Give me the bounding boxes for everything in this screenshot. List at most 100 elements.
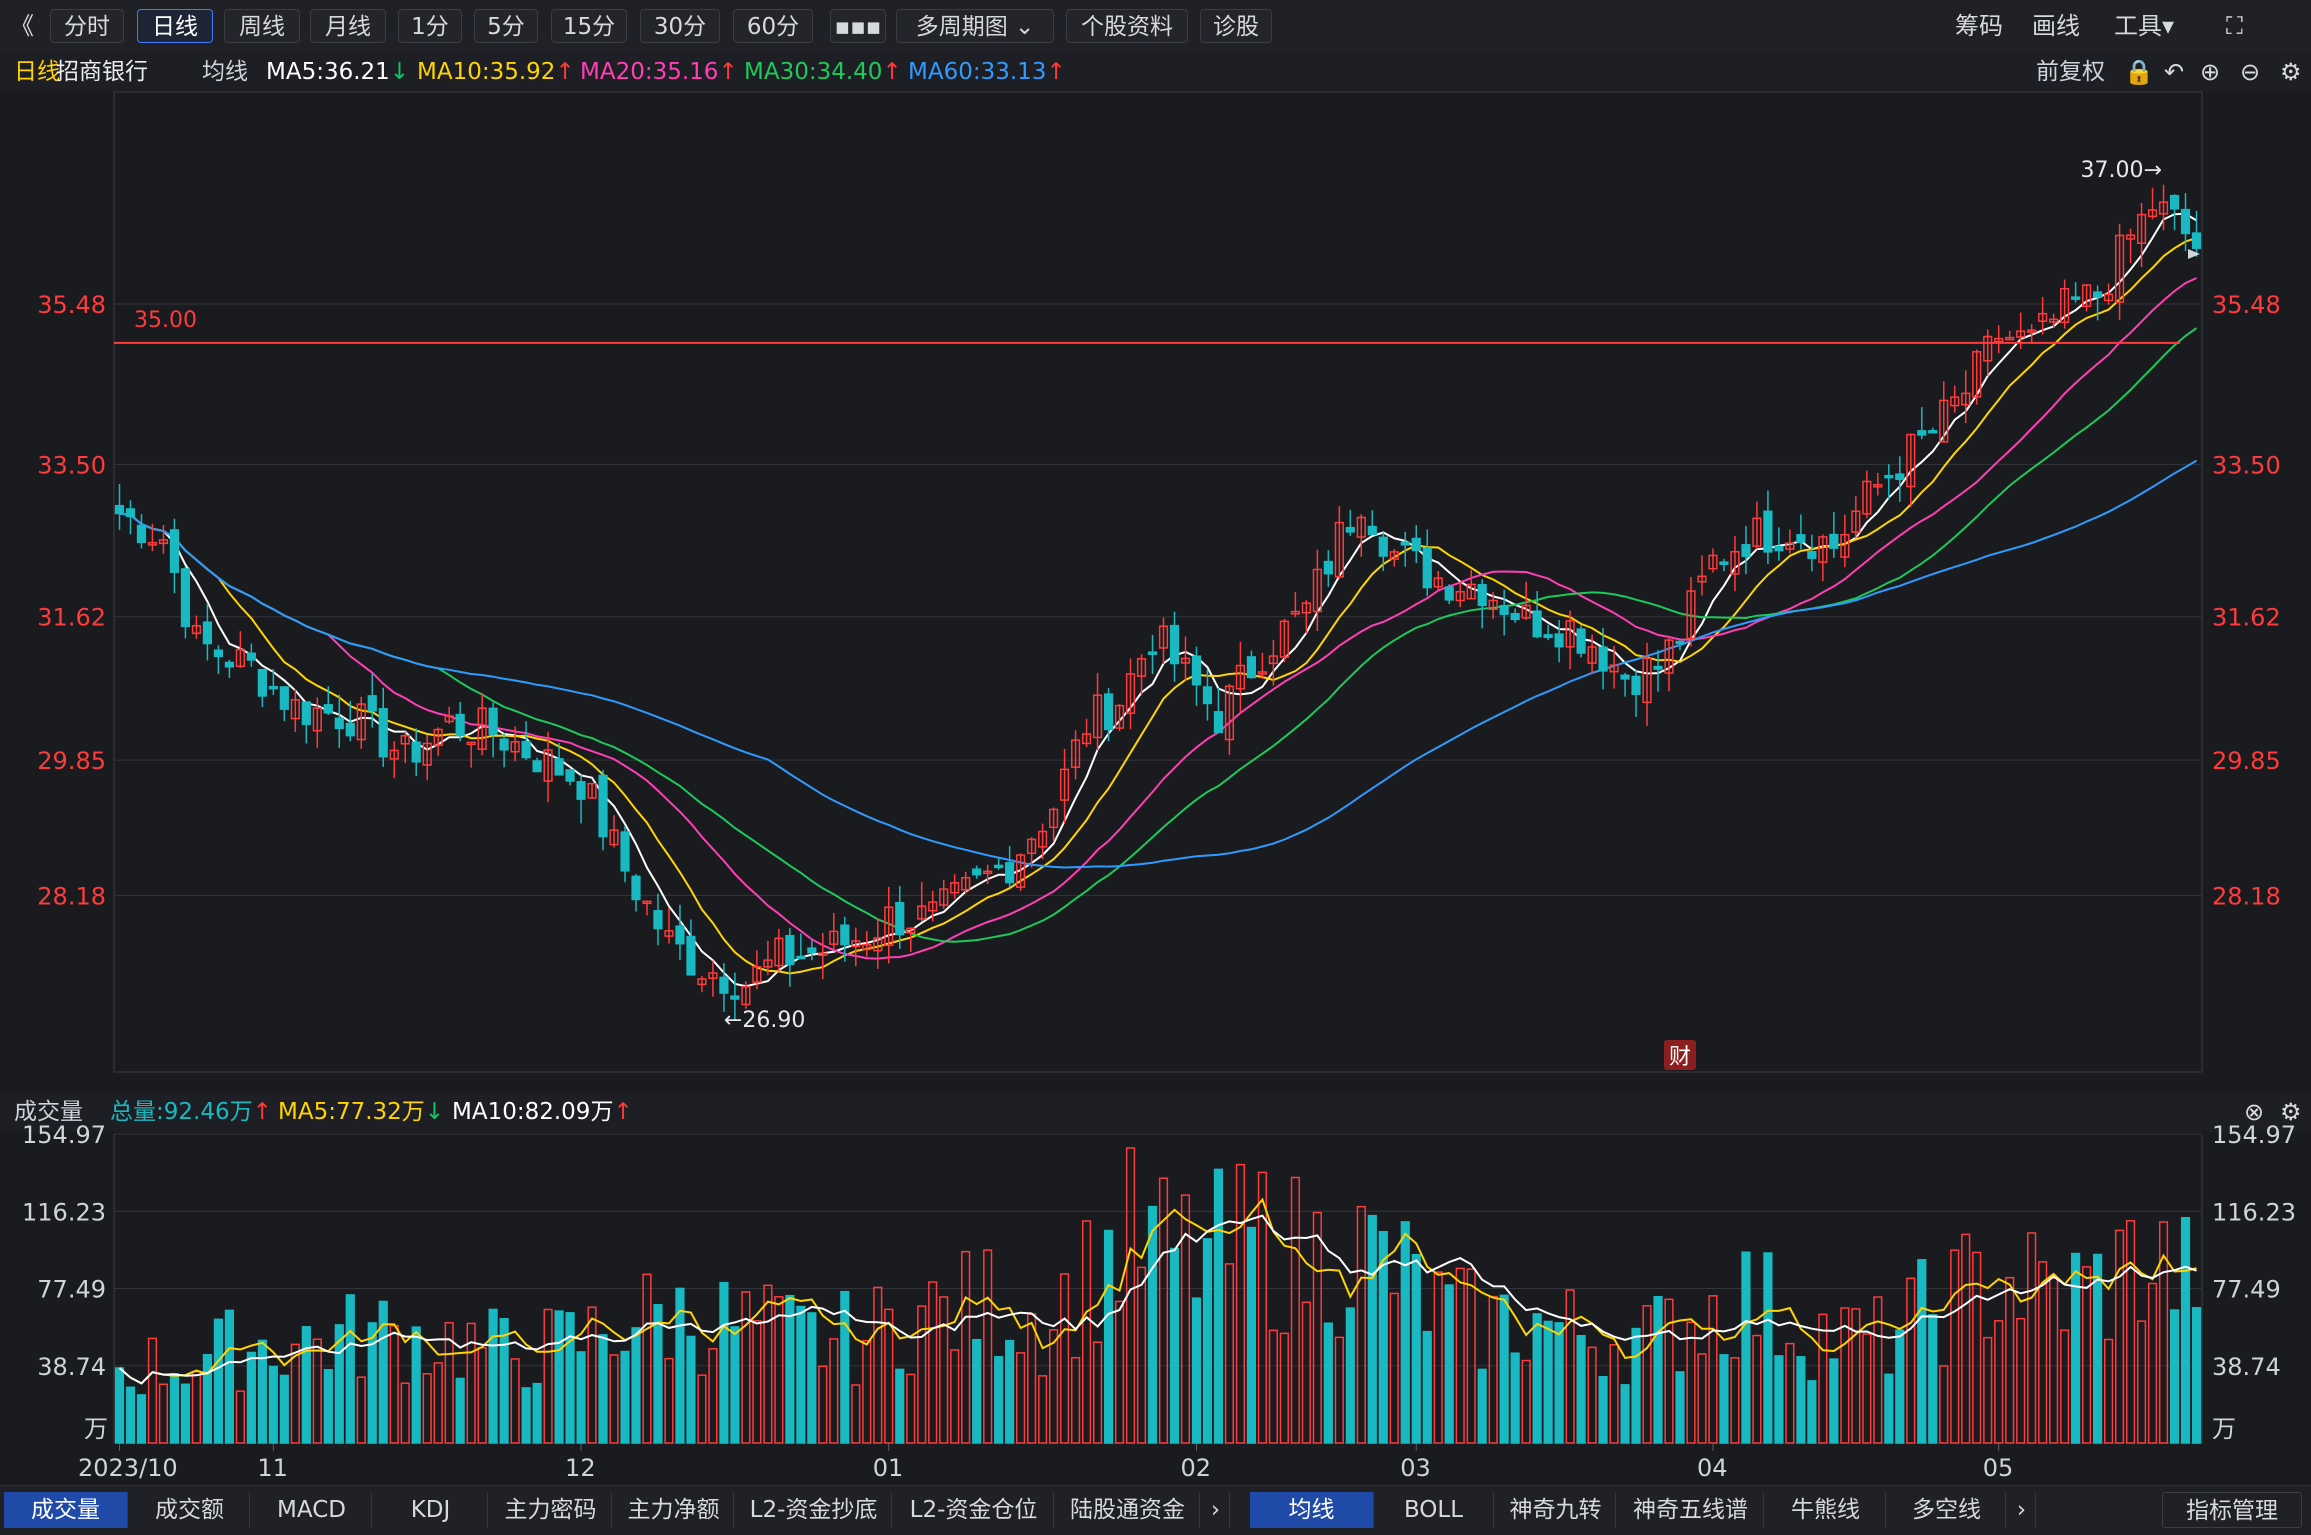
toolbar-button-1[interactable]: 日线 [137, 9, 213, 43]
overlay-tab-6[interactable]: › [2008, 1492, 2036, 1528]
candle-body [2103, 293, 2114, 302]
toolbar-right-0[interactable]: 筹码 [1955, 12, 2003, 40]
toolbar-button-0[interactable]: 分时 [50, 9, 124, 43]
lock-icon[interactable]: 🔒 [2124, 58, 2154, 86]
candle-body [1059, 768, 1070, 801]
toolbar-button-3[interactable]: 月线 [310, 9, 386, 43]
volume-bar [741, 1291, 751, 1444]
indicator-tab-3[interactable]: KDJ [374, 1492, 488, 1528]
indicator-tab-0[interactable]: 成交量 [4, 1492, 128, 1528]
toolbar-button-12[interactable]: 诊股 [1200, 9, 1272, 43]
volume-bar [323, 1368, 333, 1444]
overlay-tab-2[interactable]: 神奇九转 [1496, 1492, 1616, 1528]
indicator-tab-2[interactable]: MACD [252, 1492, 372, 1528]
candle-body [1906, 433, 1916, 488]
current-price-marker-icon [2188, 249, 2200, 259]
volume-bar [1103, 1229, 1114, 1444]
volume-bar [2147, 1282, 2158, 1444]
overlay-tab-5[interactable]: 多空线 [1888, 1492, 2006, 1528]
undo-icon[interactable]: ↶ [2164, 58, 2185, 86]
indicator-tab-8[interactable]: 陆股通资金 [1056, 1492, 1200, 1528]
toolbar-button-5[interactable]: 5分 [474, 9, 538, 43]
volume-bar [202, 1353, 213, 1444]
volume-bar [1070, 1356, 1081, 1444]
back-button[interactable]: 《 [10, 12, 34, 40]
candle-body [224, 661, 234, 668]
volume-bar [1554, 1322, 1564, 1444]
overlay-tab-4[interactable]: 牛熊线 [1766, 1492, 1886, 1528]
candle-body [1807, 551, 1817, 560]
volume-bar [1895, 1329, 1905, 1444]
indicator-tab-9[interactable]: › [1202, 1492, 1230, 1528]
toolbar-right-1[interactable]: 画线 [2032, 12, 2080, 40]
volume-bar [1862, 1333, 1872, 1444]
volume-bar [1049, 1329, 1059, 1444]
volume-bar [1180, 1194, 1191, 1444]
volume-bar [1235, 1163, 1246, 1444]
indicator-tab-4[interactable]: 主力密码 [490, 1492, 612, 1528]
volume-bar [125, 1386, 136, 1444]
trend-arrow-icon: ↑ [882, 59, 902, 85]
toolbar-right-2[interactable]: 工具▾ [2114, 12, 2175, 40]
volume-bar [1169, 1247, 1180, 1444]
toolbar-button-8[interactable]: 60分 [733, 9, 813, 43]
candle-body [1994, 337, 2004, 343]
volume-bar [1433, 1271, 1443, 1444]
overlay-tab-3[interactable]: 神奇五线谱 [1618, 1492, 1764, 1528]
toolbar-button-10[interactable]: 多周期图 ⌄ [896, 9, 1054, 43]
settings-icon[interactable]: ⚙ [2280, 58, 2302, 86]
volume-bar [136, 1394, 147, 1444]
toolbar-right-3[interactable]: ⛶ [2226, 12, 2243, 40]
ma-label[interactable]: 均线 [202, 59, 248, 85]
ma-line-ma5 [119, 212, 2198, 988]
volume-bar [1114, 1300, 1125, 1444]
candle-body [466, 741, 476, 746]
volume-bar [1961, 1233, 1971, 1444]
x-axis-label: 05 [1983, 1454, 2014, 1482]
volume-settings-icon[interactable]: ⚙ [2280, 1098, 2302, 1126]
indicator-manage-button[interactable]: 指标管理 [2162, 1492, 2302, 1528]
horizontal-line-label: 35.00 [134, 308, 197, 333]
x-axis-label: 2023/10 [78, 1454, 178, 1482]
adjust-mode[interactable]: 前复权 [2036, 59, 2105, 85]
candle-body [1928, 429, 1938, 434]
indicator-tab-1[interactable]: 成交额 [130, 1492, 250, 1528]
volume-bar [642, 1273, 652, 1444]
close-icon[interactable]: ⊗ [2244, 1098, 2265, 1126]
volume-bar [510, 1358, 520, 1444]
indicator-tab-7[interactable]: L2-资金仓位 [894, 1492, 1054, 1528]
top-toolbar: 《 分时 日线 周线 月线 1分 5分 15分 30分 60分 ▪▪▪ 多周期图 ⌄ 个股资料 诊股 筹… [0, 0, 2311, 53]
candle-body [620, 831, 630, 872]
candle-body [1752, 517, 1762, 547]
toolbar-button-2[interactable]: 周线 [224, 9, 300, 43]
candle-body [422, 742, 432, 766]
toolbar-button-6[interactable]: 15分 [551, 9, 627, 43]
trend-arrow-icon: ↓ [389, 59, 410, 85]
indicator-tab-5[interactable]: 主力净额 [614, 1492, 734, 1528]
candle-body [455, 713, 465, 737]
volume-bar [1719, 1354, 1729, 1444]
volume-tick-left: 116.23 [22, 1198, 106, 1226]
ma-legend-value: MA20:35.16 [580, 59, 719, 85]
indicator-tab-6[interactable]: L2-资金抄底 [736, 1492, 892, 1528]
candle-body [2038, 312, 2048, 322]
toolbar-button-4[interactable]: 1分 [398, 9, 462, 43]
overlay-tab-0[interactable]: 均线 [1250, 1492, 1374, 1528]
volume-bar [147, 1337, 158, 1444]
volume-bar [1510, 1352, 1520, 1444]
zoom-in-icon[interactable]: ⊕ [2200, 58, 2221, 86]
zoom-out-icon[interactable]: ⊖ [2240, 58, 2261, 86]
toolbar-button-9[interactable]: ▪▪▪ [830, 9, 886, 43]
overlay-tab-1[interactable]: BOLL [1374, 1492, 1494, 1528]
price-tick-right: 35.48 [2212, 291, 2281, 319]
volume-tick-left: 77.49 [37, 1276, 106, 1304]
candle-body [1543, 634, 1553, 639]
candle-body [1686, 590, 1696, 640]
candle-body [2049, 318, 2059, 323]
candle-body [1983, 335, 1993, 362]
toolbar-button-7[interactable]: 30分 [640, 9, 720, 43]
volume-bar [301, 1326, 311, 1444]
candle-body [389, 749, 399, 760]
toolbar-button-11[interactable]: 个股资料 [1066, 9, 1188, 43]
